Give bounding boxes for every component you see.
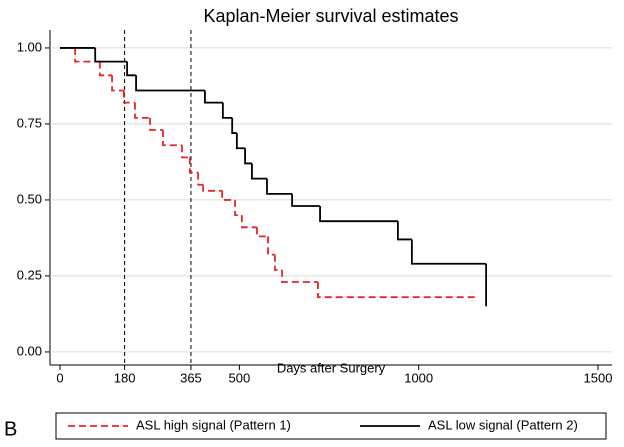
survival-step	[221, 190, 236, 201]
survival-step	[135, 75, 205, 92]
survival-step	[319, 206, 398, 223]
survival-step	[256, 227, 269, 238]
x-tick-label: 500	[229, 370, 251, 385]
y-tick-label: 1.00	[17, 39, 42, 54]
survival-step	[267, 236, 275, 256]
survival-step	[221, 102, 233, 119]
survival-step	[94, 47, 128, 63]
survival-step	[317, 282, 475, 299]
y-tick-label: 0.50	[17, 191, 42, 206]
x-tick-label: 180	[114, 370, 136, 385]
survival-step	[197, 172, 204, 186]
survival-step	[266, 178, 293, 195]
legend-label: ASL high signal (Pattern 1)	[136, 417, 291, 432]
chart-title: Kaplan-Meier survival estimates	[203, 6, 458, 26]
survival-step	[410, 239, 487, 265]
survival-step	[188, 157, 199, 174]
survival-step	[273, 254, 283, 271]
survival-step	[134, 102, 151, 119]
survival-step	[162, 130, 182, 147]
survival-step	[251, 163, 267, 180]
x-tick-label: 365	[180, 370, 202, 385]
survival-step	[244, 148, 252, 165]
x-tick-label: 0	[56, 370, 63, 385]
survival-step	[291, 193, 321, 207]
survival-step	[74, 47, 100, 63]
survival-step	[234, 199, 242, 217]
x-tick-label: 1500	[584, 370, 613, 385]
panel-label: B	[4, 418, 17, 440]
x-tick-label: 1000	[404, 370, 433, 385]
y-tick-label: 0.00	[17, 343, 42, 358]
survival-step	[240, 215, 257, 229]
legend-box	[55, 412, 607, 440]
survival-step	[111, 75, 124, 92]
survival-step	[181, 145, 190, 159]
survival-step	[281, 269, 318, 283]
x-axis-label: Days after Surgery	[277, 360, 386, 375]
survival-step	[202, 184, 223, 192]
survival-step	[122, 90, 135, 104]
survival-step	[98, 61, 113, 77]
y-tick-label: 0.25	[17, 267, 42, 282]
survival-step	[204, 90, 223, 104]
survival-step	[231, 117, 237, 134]
legend-label: ASL low signal (Pattern 2)	[428, 417, 578, 432]
y-tick-label: 0.75	[17, 115, 42, 130]
survival-step	[235, 133, 246, 150]
survival-step	[126, 61, 137, 77]
survival-step	[396, 221, 412, 241]
survival-step	[149, 117, 163, 131]
